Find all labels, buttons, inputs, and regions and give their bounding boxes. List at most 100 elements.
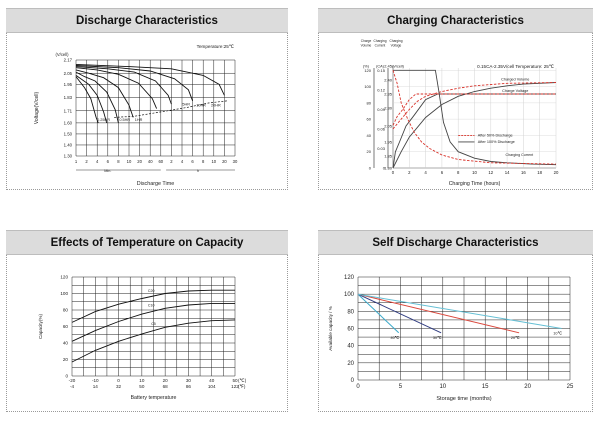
charging-volume-label: Charged Volume (501, 78, 529, 82)
charging-voltage-tick: 2.45 (384, 64, 393, 69)
charging-panel: Charging Characteristics Charge Volume Cha… (318, 8, 593, 190)
selfdischarge-series-label: 20℃ (511, 336, 520, 340)
discharge-rate-label: 5HR (182, 102, 190, 106)
selfdischarge-xtick: 10 (439, 384, 446, 390)
discharge-rate-label: 10HR (196, 104, 206, 108)
charging-unit-head: (CA) (376, 65, 385, 69)
charging-axis-head: Charge (361, 39, 372, 43)
discharge-curve (75, 63, 225, 96)
charging-xtick: 14 (505, 170, 510, 175)
discharge-panel: Discharge Characteristics Temperature:25… (6, 8, 288, 190)
discharge-ytick: 1.30 (64, 154, 73, 159)
discharge-xtick: 2 (85, 159, 88, 164)
temperature-ylabel: Capacity(%) (38, 314, 43, 339)
discharge-ytick: 1.83 (64, 95, 73, 100)
selfdischarge-xtick: 15 (482, 384, 489, 390)
charging-axis-head: Charging (374, 39, 387, 43)
temperature-xtick-c: 20 (163, 378, 169, 383)
temperature-xtick-c: -20 (69, 378, 76, 383)
charging-xtick: 10 (472, 170, 477, 175)
selfdischarge-line (357, 293, 442, 334)
temperature-curve (71, 319, 236, 363)
charging-chart: ChargeVolumeChargingCurrentChargingVolta… (361, 39, 559, 187)
charging-volume-tick: 120 (364, 68, 371, 73)
temperature-title: Effects of Temperature on Capacity (6, 230, 288, 255)
discharge-rate-label: 0.25HR (97, 118, 110, 122)
charging-annotation: 0.15CA-2.35V/cell Temperature: 25℃ (477, 64, 555, 69)
temperature-xtick-f: 14 (93, 384, 99, 389)
discharge-curve (75, 69, 134, 118)
discharge-xtick: 6 (107, 159, 110, 164)
selfdischarge-ytick: 0 (351, 378, 355, 384)
discharge-xtick: 20 (137, 159, 142, 164)
discharge-xlabel: Discharge Time (137, 181, 174, 187)
temperature-ytick: 60 (63, 324, 69, 329)
discharge-title: Discharge Characteristics (6, 8, 288, 33)
discharge-xtick: 8 (117, 159, 120, 164)
temperature-ytick: 40 (63, 341, 69, 346)
temperature-xtick-c: 40 (209, 378, 215, 383)
temperature-ytick: 80 (63, 308, 69, 313)
discharge-xtick: 6 (191, 159, 194, 164)
discharge-xtick: 2 (170, 159, 173, 164)
temperature-ytick: 120 (60, 275, 68, 280)
charging-current-tick: 0.09 (377, 107, 386, 112)
charging-axis-head: Volume (361, 44, 372, 48)
charging-xtick: 0 (392, 170, 395, 175)
discharge-ylabel: Voltage(V/cell) (34, 92, 40, 125)
charging-voltage-label: Charge Voltage (502, 89, 528, 93)
temperature-xtick-f: 122 (231, 384, 239, 389)
temperature-x-unit-f: (℉) (238, 384, 246, 389)
charging-volume-tick: 60 (367, 117, 372, 122)
temperature-xlabel: Battery temperature (131, 395, 177, 401)
discharge-curve (75, 71, 119, 124)
charging-xtick: 12 (488, 170, 493, 175)
temperature-curve-label: C5 (151, 322, 156, 326)
charging-volume-tick: 20 (367, 149, 372, 154)
discharge-annotation: Temperature:25℃ (197, 44, 235, 49)
selfdischarge-ytick: 80 (347, 309, 354, 315)
discharge-ytick: 1.95 (64, 82, 73, 87)
discharge-xtick: 10 (127, 159, 132, 164)
charging-axis-head: Voltage (391, 44, 402, 48)
charging-voltage-tick: 2.35 (384, 92, 393, 97)
discharge-curve (75, 65, 194, 101)
charging-voltage-tick: 1.95 (384, 140, 393, 145)
selfdischarge-ytick: 120 (344, 275, 355, 281)
selfdischarge-line (357, 293, 562, 329)
charging-current-label: Charging Current (506, 153, 534, 157)
charging-xtick: 4 (424, 170, 427, 175)
selfdischarge-xtick: 25 (567, 384, 574, 390)
charging-frame (318, 33, 593, 190)
charging-unit-head: (V/cell) (392, 65, 405, 69)
charging-current-50 (392, 70, 557, 165)
selfdischarge-ytick: 20 (347, 361, 354, 367)
charging-xtick: 20 (554, 170, 559, 175)
discharge-chart: Temperature:25℃ (V/cell)2.17 2.05 1.95 1.83 1… (34, 44, 238, 187)
charging-xtick: 16 (521, 170, 526, 175)
selfdischarge-series-label: 10℃ (553, 332, 562, 336)
temperature-xtick-c: 50 (232, 378, 238, 383)
discharge-xtick: 20 (222, 159, 227, 164)
discharge-xtick: 4 (96, 159, 99, 164)
discharge-unit-min: Min. (104, 169, 111, 173)
selfdischarge-xlabel: Storage time (months) (436, 396, 491, 402)
temperature-ytick: 0 (65, 374, 68, 379)
temperature-curve (71, 302, 235, 342)
temperature-x-unit-c: (℃) (238, 378, 247, 383)
temperature-xtick-f: 50 (139, 384, 145, 389)
charging-volume-tick: 40 (367, 133, 372, 138)
charging-voltage-50 (392, 93, 556, 126)
discharge-rate-label: 1HR (135, 118, 143, 122)
discharge-curve (75, 76, 99, 124)
charging-voltage-tick: 2.40 (384, 78, 393, 83)
discharge-frame (6, 33, 288, 190)
discharge-rate-label: 0.5HR (119, 118, 130, 122)
charging-current-tick: 0.15 (377, 68, 386, 73)
discharge-ytick: 1.40 (64, 143, 73, 148)
discharge-ytick: 2.05 (64, 71, 73, 76)
charging-voltage-tick: 2.05 (384, 124, 393, 129)
temperature-ytick: 20 (63, 357, 69, 362)
selfdischarge-line (357, 293, 520, 334)
charging-current-tick: 0 (383, 166, 386, 171)
